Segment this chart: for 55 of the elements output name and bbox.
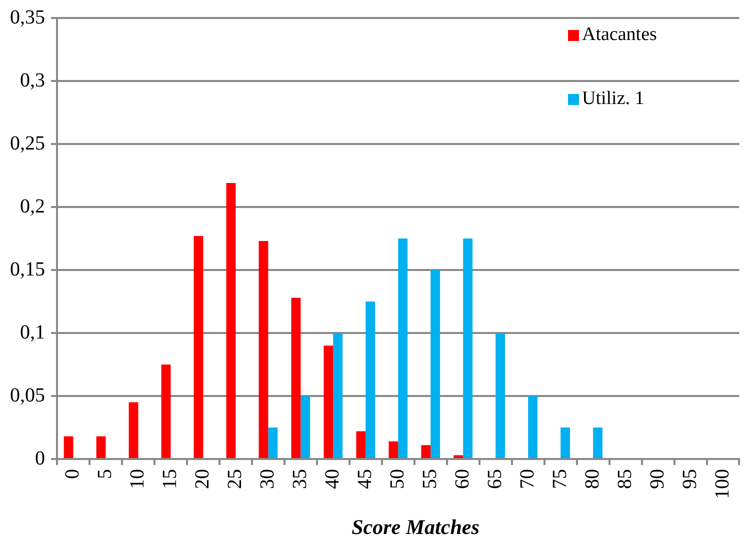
x-tick-label: 10 [126, 469, 148, 489]
bar [560, 428, 570, 458]
bar [388, 441, 398, 458]
x-tick-label: 70 [516, 469, 538, 489]
bar [593, 428, 602, 458]
bar [398, 238, 408, 458]
bar [366, 302, 376, 458]
x-tick-label: 25 [224, 469, 246, 489]
x-tick-label: 35 [288, 469, 311, 489]
x-tick-label: 45 [354, 469, 376, 489]
x-tick-label: 30 [256, 469, 278, 489]
x-tick-label: 80 [581, 469, 604, 489]
y-tick-label: 0,2 [20, 195, 45, 218]
x-tick-label: 95 [678, 469, 701, 489]
y-tick-label: 0,35 [10, 6, 45, 28]
legend-label: Atacantes [582, 24, 657, 46]
x-tick-label: 65 [484, 469, 506, 489]
x-tick-label: 60 [451, 469, 474, 489]
x-axis-title: Score Matches [350, 515, 480, 540]
bar [324, 346, 334, 458]
bar [430, 270, 440, 458]
bar [291, 298, 301, 458]
bar [161, 364, 171, 458]
x-tick-label: 0 [61, 469, 84, 479]
x-tick-label: 20 [191, 469, 214, 489]
x-tick-label: 15 [158, 469, 181, 489]
bar [226, 183, 236, 458]
bar [64, 436, 74, 458]
x-tick-label: 50 [386, 469, 408, 489]
legend-label: Utiliz. 1 [582, 88, 644, 110]
bar [194, 236, 204, 458]
bar [300, 396, 310, 458]
x-tick-label: 5 [94, 469, 116, 479]
y-tick-label: 0,25 [10, 132, 45, 154]
x-tick-label: 85 [614, 469, 636, 489]
y-tick-label: 0,1 [20, 321, 45, 344]
bar [268, 428, 278, 458]
bar [421, 445, 431, 458]
x-tick-label: 90 [646, 469, 668, 489]
bar [496, 333, 506, 458]
bar [96, 436, 106, 458]
bar [454, 455, 464, 458]
x-tick-label: 55 [418, 469, 441, 489]
bar [356, 431, 366, 458]
y-tick-label: 0,15 [10, 258, 45, 280]
bar [333, 333, 343, 458]
x-tick-label: 75 [548, 469, 571, 489]
x-tick-label: 100 [711, 469, 734, 499]
bar [463, 238, 473, 458]
bar [128, 402, 138, 458]
bar [258, 241, 268, 458]
x-tick-label: 40 [321, 469, 344, 489]
y-tick-label: 0,3 [20, 69, 45, 92]
bar [528, 396, 538, 458]
y-tick-label: 0,05 [10, 384, 45, 406]
